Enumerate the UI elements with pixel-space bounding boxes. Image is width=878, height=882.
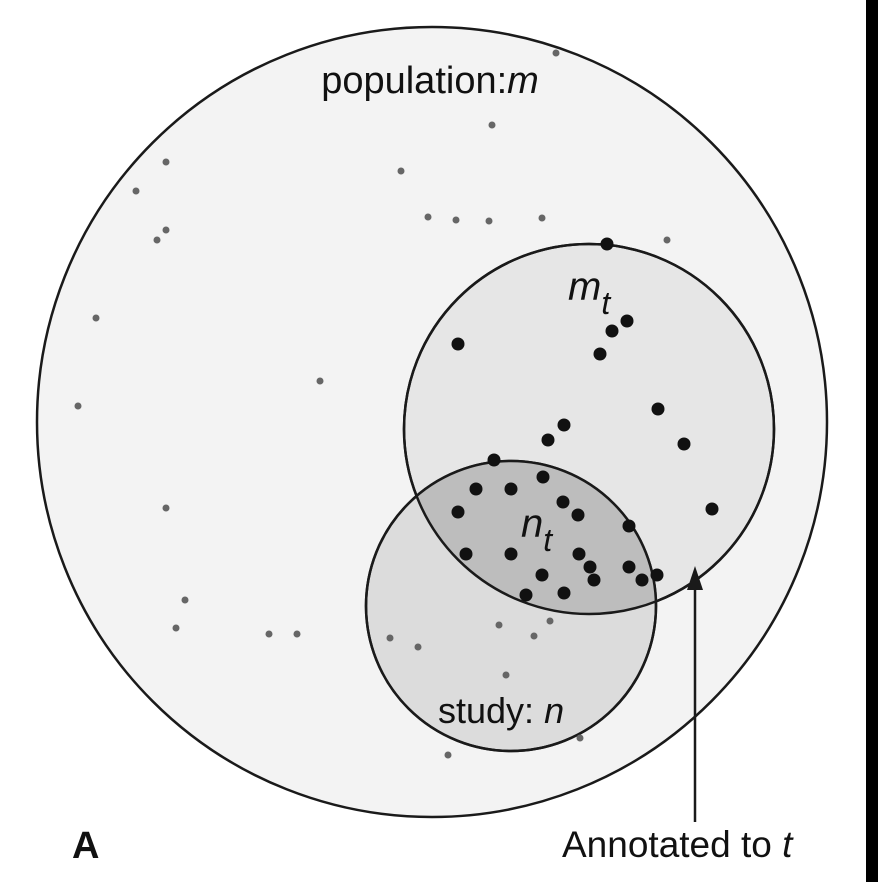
background-gene-dot — [397, 167, 405, 175]
annotated-gene-dot — [519, 588, 533, 602]
background-gene-dot — [92, 314, 100, 322]
background-gene-dot — [552, 49, 560, 57]
annotated-gene-dot — [557, 418, 571, 432]
annotated-gene-dot — [571, 508, 585, 522]
arrow-label: Annotated to t — [562, 824, 794, 865]
annotated-gene-dot — [504, 547, 518, 561]
background-gene-dot — [488, 121, 496, 129]
annotated-gene-dot — [593, 347, 607, 361]
annotated-gene-dot — [635, 573, 649, 587]
overlap-label: nt — [521, 502, 553, 558]
background-gene-dot — [293, 630, 301, 638]
background-gene-dot — [530, 632, 538, 640]
background-gene-dot — [502, 671, 510, 679]
annotated-gene-dot — [504, 482, 518, 496]
annotated-gene-dot — [622, 519, 636, 533]
background-gene-dot — [414, 643, 422, 651]
annotated-gene-dot — [651, 402, 665, 416]
study-label: study: n — [438, 690, 564, 731]
annotated-gene-dot — [705, 502, 719, 516]
background-gene-dot — [153, 236, 161, 244]
right-border-bar — [866, 0, 878, 882]
background-gene-dot — [424, 213, 432, 221]
background-gene-dot — [181, 596, 189, 604]
background-gene-dot — [485, 217, 493, 225]
background-gene-dot — [663, 236, 671, 244]
annotated-gene-dot — [587, 573, 601, 587]
annotated-gene-dot — [605, 324, 619, 338]
background-gene-dot — [495, 621, 503, 629]
annotated-gene-dot — [451, 505, 465, 519]
background-gene-dot — [444, 751, 452, 759]
annotated-gene-dot — [622, 560, 636, 574]
background-gene-dot — [172, 624, 180, 632]
background-gene-dot — [452, 216, 460, 224]
background-gene-dot — [316, 377, 324, 385]
annotation-arrow-head — [687, 566, 703, 590]
panel-letter: A — [72, 825, 99, 867]
background-gene-dot — [74, 402, 82, 410]
annotated-gene-dot — [535, 568, 549, 582]
population-label: population:m — [321, 60, 539, 102]
annotated-set-outline — [402, 242, 776, 616]
background-gene-dot — [162, 158, 170, 166]
annotated-gene-dot — [469, 482, 483, 496]
annotated-gene-dot — [583, 560, 597, 574]
annotated-gene-dot — [572, 547, 586, 561]
annotated-dots — [451, 237, 719, 602]
background-gene-dot — [576, 734, 584, 742]
annotated-gene-dot — [451, 337, 465, 351]
annotated-gene-dot — [620, 314, 634, 328]
annotated-gene-dot — [459, 547, 473, 561]
annotated-gene-dot — [677, 437, 691, 451]
background-gene-dot — [546, 617, 554, 625]
background-dots — [74, 49, 671, 759]
annotated-gene-dot — [541, 433, 555, 447]
study-outline — [364, 459, 658, 753]
annotated-gene-dot — [556, 495, 570, 509]
background-gene-dot — [162, 504, 170, 512]
background-gene-dot — [132, 187, 140, 195]
annotated-gene-dot — [600, 237, 614, 251]
annotated-gene-dot — [536, 470, 550, 484]
background-gene-dot — [162, 226, 170, 234]
annotated-gene-dot — [487, 453, 501, 467]
annotated-gene-dot — [650, 568, 664, 582]
annotated-set-label: mt — [568, 265, 611, 321]
background-gene-dot — [538, 214, 546, 222]
annotated-gene-dot — [557, 586, 571, 600]
background-gene-dot — [265, 630, 273, 638]
background-gene-dot — [386, 634, 394, 642]
